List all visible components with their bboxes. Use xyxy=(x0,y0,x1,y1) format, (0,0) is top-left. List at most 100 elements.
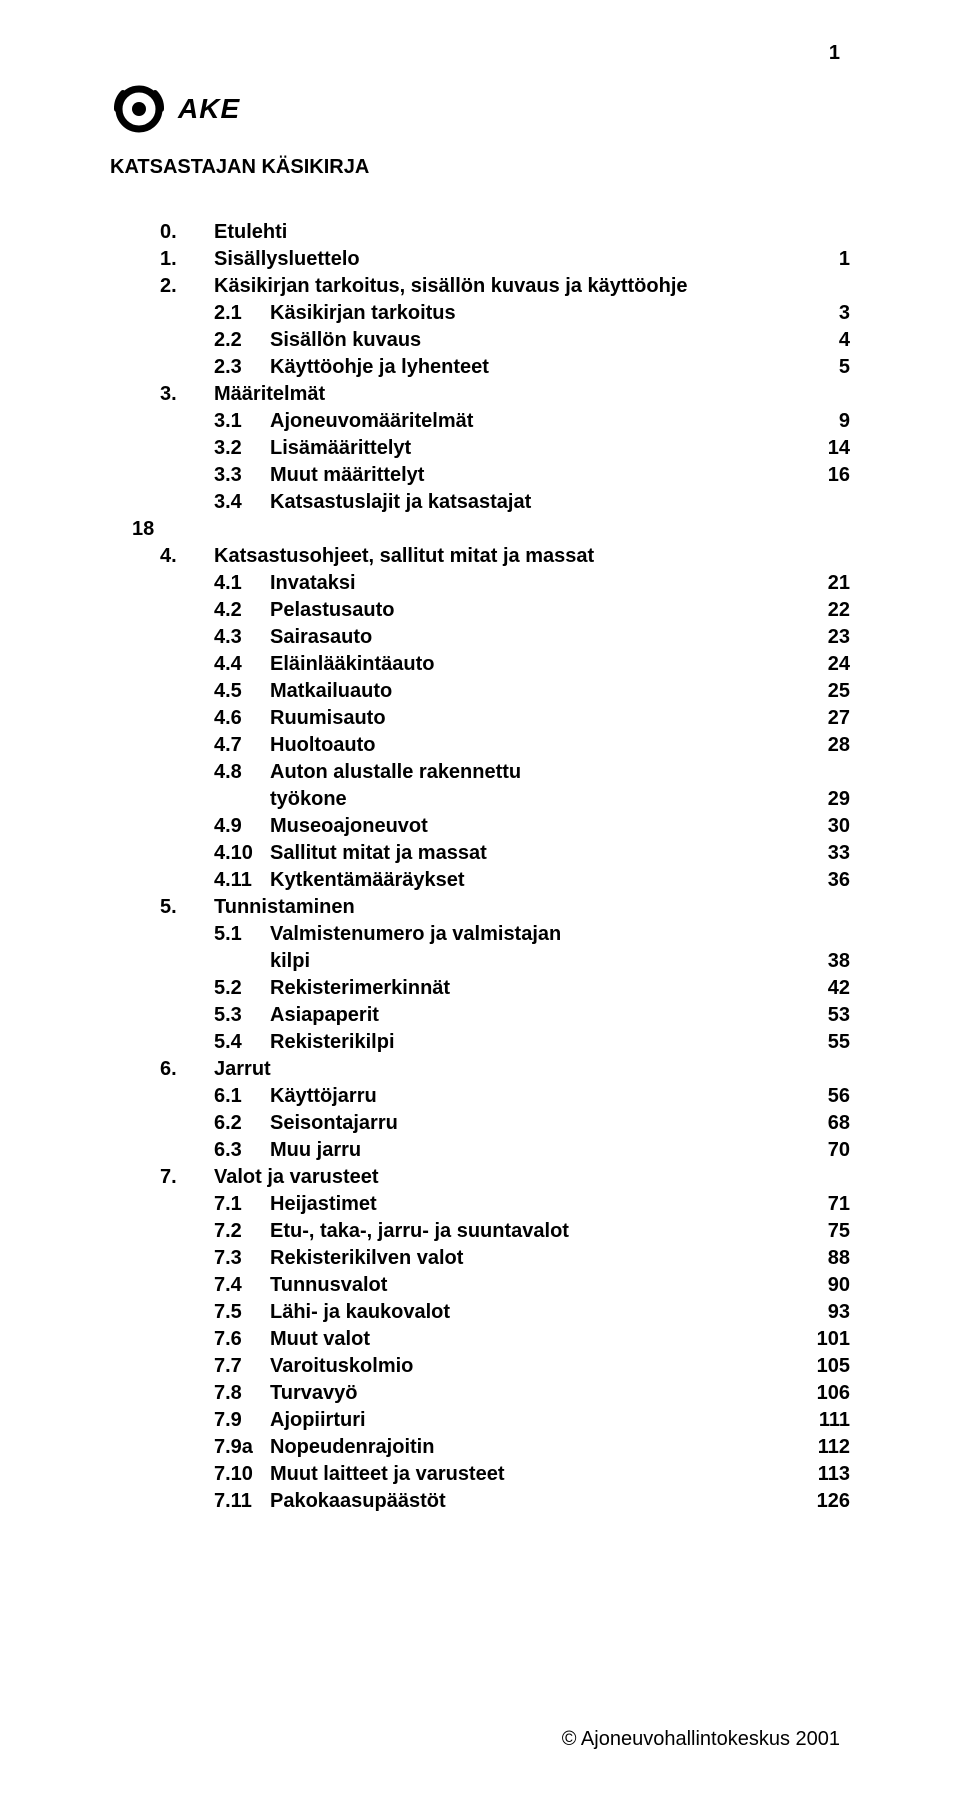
toc-sub-number: 2.1 xyxy=(214,300,270,327)
toc-sub-number: 5.1 xyxy=(214,921,270,948)
toc-sub-label: Varoituskolmio xyxy=(270,1353,790,1380)
toc-sub-label: Valmistenumero ja valmistajan xyxy=(270,921,790,948)
toc-page-ref: 33 xyxy=(790,840,850,867)
toc-page-ref: 27 xyxy=(790,705,850,732)
toc-page-ref: 14 xyxy=(790,435,850,462)
toc-sub-number: 7.4 xyxy=(214,1272,270,1299)
toc-section-number: 1. xyxy=(160,246,214,273)
toc-page-ref: 88 xyxy=(790,1245,850,1272)
toc-row: 3.Määritelmät xyxy=(160,381,850,408)
toc-row: 18 xyxy=(160,516,850,543)
toc-page-ref: 22 xyxy=(790,597,850,624)
toc-row: 7.7Varoituskolmio105 xyxy=(160,1353,850,1380)
toc-page-ref: 38 xyxy=(790,948,850,975)
toc-page-ref: 68 xyxy=(790,1110,850,1137)
toc-sub-label: Lähi- ja kaukovalot xyxy=(270,1299,790,1326)
toc-row: 2.3Käyttöohje ja lyhenteet5 xyxy=(160,354,850,381)
toc-row: 6.1Käyttöjarru56 xyxy=(160,1083,850,1110)
toc-page-ref: 3 xyxy=(790,300,850,327)
toc-row: 7.5Lähi- ja kaukovalot93 xyxy=(160,1299,850,1326)
toc-row: työkone29 xyxy=(160,786,850,813)
toc-sub-number: 6.2 xyxy=(214,1110,270,1137)
toc-row: 6.2Seisontajarru68 xyxy=(160,1110,850,1137)
toc-sub-label: Muut laitteet ja varusteet xyxy=(270,1461,790,1488)
toc-sub-label: Muut valot xyxy=(270,1326,790,1353)
toc-sub-number: 7.9a xyxy=(214,1434,270,1461)
toc-row: 7.3Rekisterikilven valot88 xyxy=(160,1245,850,1272)
toc-section-label: Etulehti xyxy=(214,219,790,246)
footer-copyright: © Ajoneuvohallintokeskus 2001 xyxy=(562,1728,840,1751)
toc-sub-label: Auton alustalle rakennettu xyxy=(270,759,790,786)
toc-sub-label: Muut määrittelyt xyxy=(270,462,790,489)
toc-row: 7.9Ajopiirturi111 xyxy=(160,1407,850,1434)
toc-sub-label: Rekisterikilven valot xyxy=(270,1245,790,1272)
page-number: 1 xyxy=(829,42,840,65)
toc-row: 4.5Matkailuauto25 xyxy=(160,678,850,705)
document-title: KATSASTAJAN KÄSIKIRJA xyxy=(110,156,850,179)
toc-page-ref: 16 xyxy=(790,462,850,489)
toc-sub-label: Sallitut mitat ja massat xyxy=(270,840,790,867)
toc-sub-label: Ajoneuvomääritelmät xyxy=(270,408,790,435)
toc-sub-label: Nopeudenrajoitin xyxy=(270,1434,790,1461)
toc-row: 4.Katsastusohjeet, sallitut mitat ja mas… xyxy=(160,543,850,570)
toc-page-ref: 90 xyxy=(790,1272,850,1299)
toc-page-ref: 9 xyxy=(790,408,850,435)
toc-row: 5.1Valmistenumero ja valmistajan xyxy=(160,921,850,948)
toc-sub-label: Sisällön kuvaus xyxy=(270,327,790,354)
toc-sub-number: 5.2 xyxy=(214,975,270,1002)
toc-row: kilpi38 xyxy=(160,948,850,975)
toc-page-ref: 126 xyxy=(790,1488,850,1515)
document-page: 1 AKE KATSASTAJAN KÄSIKIRJA 0.Etulehti1.… xyxy=(0,0,960,1807)
toc-sub-number: 3.4 xyxy=(214,489,270,516)
toc-sub-number: 4.5 xyxy=(214,678,270,705)
toc-row: 4.4Eläinlääkintäauto24 xyxy=(160,651,850,678)
logo-block: AKE xyxy=(110,80,850,138)
toc-row: 4.3Sairasauto23 xyxy=(160,624,850,651)
toc-section-label: Määritelmät xyxy=(214,381,790,408)
toc-sub-number: 4.10 xyxy=(214,840,270,867)
toc-row: 4.9Museoajoneuvot30 xyxy=(160,813,850,840)
toc-row: 3.2Lisämäärittelyt14 xyxy=(160,435,850,462)
toc-section-label: Katsastusohjeet, sallitut mitat ja massa… xyxy=(214,543,790,570)
toc-page-ref: 21 xyxy=(790,570,850,597)
toc-sub-number: 4.6 xyxy=(214,705,270,732)
toc-page-ref: 53 xyxy=(790,1002,850,1029)
toc-sub-label: Tunnusvalot xyxy=(270,1272,790,1299)
toc-section-label: Valot ja varusteet xyxy=(214,1164,790,1191)
toc-sub-label: Käyttöjarru xyxy=(270,1083,790,1110)
toc-row: 3.1Ajoneuvomääritelmät9 xyxy=(160,408,850,435)
toc-page-ref: 29 xyxy=(790,786,850,813)
toc-sub-number: 6.1 xyxy=(214,1083,270,1110)
toc-sub-number: 2.2 xyxy=(214,327,270,354)
toc-sub-number: 2.3 xyxy=(214,354,270,381)
toc-section-label: Käsikirjan tarkoitus, sisällön kuvaus ja… xyxy=(214,273,790,300)
toc-page-ref: 93 xyxy=(790,1299,850,1326)
toc-sub-number: 6.3 xyxy=(214,1137,270,1164)
toc-row: 6.Jarrut xyxy=(160,1056,850,1083)
toc-sub-number: 4.4 xyxy=(214,651,270,678)
toc-sub-number: 5.4 xyxy=(214,1029,270,1056)
toc-row: 0.Etulehti xyxy=(160,219,850,246)
toc-row: 4.6Ruumisauto27 xyxy=(160,705,850,732)
toc-page-ref: 28 xyxy=(790,732,850,759)
toc-sub-label: Sairasauto xyxy=(270,624,790,651)
toc-page-ref: 56 xyxy=(790,1083,850,1110)
toc-sub-label: Ajopiirturi xyxy=(270,1407,790,1434)
toc-page-ref: 5 xyxy=(790,354,850,381)
toc-sub-number: 3.2 xyxy=(214,435,270,462)
toc-section-number: 2. xyxy=(160,273,214,300)
toc-section-label: Tunnistaminen xyxy=(214,894,790,921)
toc-sub-label: Kytkentämääräykset xyxy=(270,867,790,894)
toc-row: 7.8Turvavyö106 xyxy=(160,1380,850,1407)
toc-sub-number: 5.3 xyxy=(214,1002,270,1029)
toc-page-ref: 23 xyxy=(790,624,850,651)
toc-row: 1.Sisällysluettelo1 xyxy=(160,246,850,273)
toc-row: 7.4Tunnusvalot90 xyxy=(160,1272,850,1299)
toc-sub-number: 4.9 xyxy=(214,813,270,840)
toc-sub-label: Pelastusauto xyxy=(270,597,790,624)
toc-sub-number: 4.7 xyxy=(214,732,270,759)
toc-sub-label: Eläinlääkintäauto xyxy=(270,651,790,678)
toc-page-ref: 24 xyxy=(790,651,850,678)
toc-standalone-number: 18 xyxy=(132,516,154,543)
toc-page-ref: 4 xyxy=(790,327,850,354)
